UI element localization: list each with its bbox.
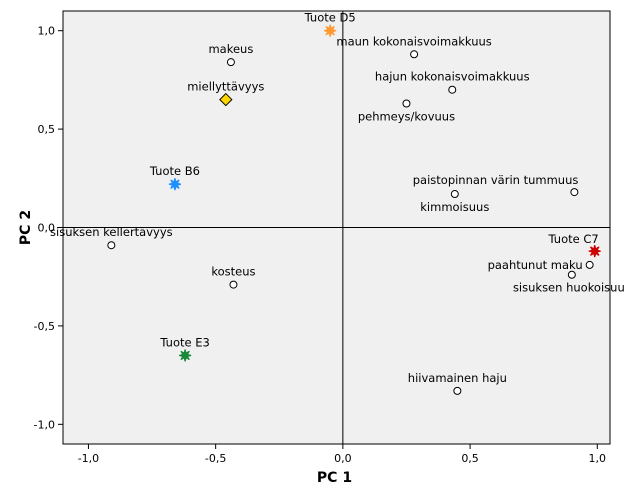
- attribute-point: [453, 386, 462, 395]
- y-tick-label: 1,0: [38, 25, 56, 38]
- point-label: miellyttävyys: [187, 80, 264, 94]
- point-label: Tuote D5: [304, 11, 356, 25]
- x-tick-label: 0,5: [461, 452, 479, 465]
- data-points: [107, 24, 601, 395]
- x-tick-label: -0,5: [205, 452, 226, 465]
- point-label: maun kokonaisvoimakkuus: [336, 34, 491, 48]
- x-tick-label: 0,0: [334, 452, 352, 465]
- y-axis-ticks: -1,0 -0,5 0,0 0,5 1,0: [34, 25, 63, 431]
- x-tick-label: -1,0: [78, 452, 99, 465]
- attribute-point: [229, 280, 238, 289]
- point-label: Tuote C7: [548, 232, 599, 246]
- product-point: [168, 178, 182, 191]
- y-tick-label: 0,5: [38, 123, 56, 136]
- attribute-point: [450, 190, 459, 199]
- y-tick-label: -1,0: [34, 418, 55, 431]
- product-point: [588, 244, 601, 258]
- liking-point: [219, 92, 233, 107]
- point-label: Tuote E3: [159, 335, 209, 349]
- attribute-point: [402, 99, 411, 108]
- attribute-point: [410, 50, 419, 59]
- y-tick-label: 0,0: [38, 222, 56, 235]
- point-label: pehmeys/kovuus: [358, 110, 455, 124]
- x-axis-ticks: -1,0 -0,5 0,0 0,5 1,0: [78, 444, 606, 465]
- attribute-point: [448, 85, 457, 94]
- point-label: sisuksen kellertävyys: [50, 225, 173, 239]
- x-axis-title: PC 1: [317, 470, 352, 486]
- point-label: Tuote B6: [149, 164, 200, 178]
- attribute-point: [570, 188, 579, 197]
- attribute-point: [226, 58, 235, 67]
- point-label: paahtunut maku: [488, 258, 583, 272]
- point-labels: Tuote D5 maun kokonaisvoimakkuus makeus haj…: [50, 11, 625, 385]
- y-tick-label: -0,5: [34, 320, 55, 333]
- point-label: kimmoisuus: [420, 200, 489, 214]
- attribute-point: [567, 270, 576, 279]
- point-label: hajun kokonaisvoimakkuus: [375, 70, 530, 84]
- x-tick-label: 1,0: [589, 452, 607, 465]
- product-point: [323, 24, 337, 37]
- product-point: [178, 349, 192, 362]
- point-label: hiivamainen haju: [408, 371, 507, 385]
- y-axis-title: PC 2: [18, 210, 34, 245]
- attribute-point: [585, 260, 594, 269]
- attribute-point: [107, 241, 116, 250]
- point-label: makeus: [208, 42, 253, 56]
- point-label: paistopinnan värin tummuus: [413, 173, 579, 187]
- point-label: sisuksen huokoisuus: [513, 281, 625, 295]
- point-label: kosteus: [211, 265, 255, 279]
